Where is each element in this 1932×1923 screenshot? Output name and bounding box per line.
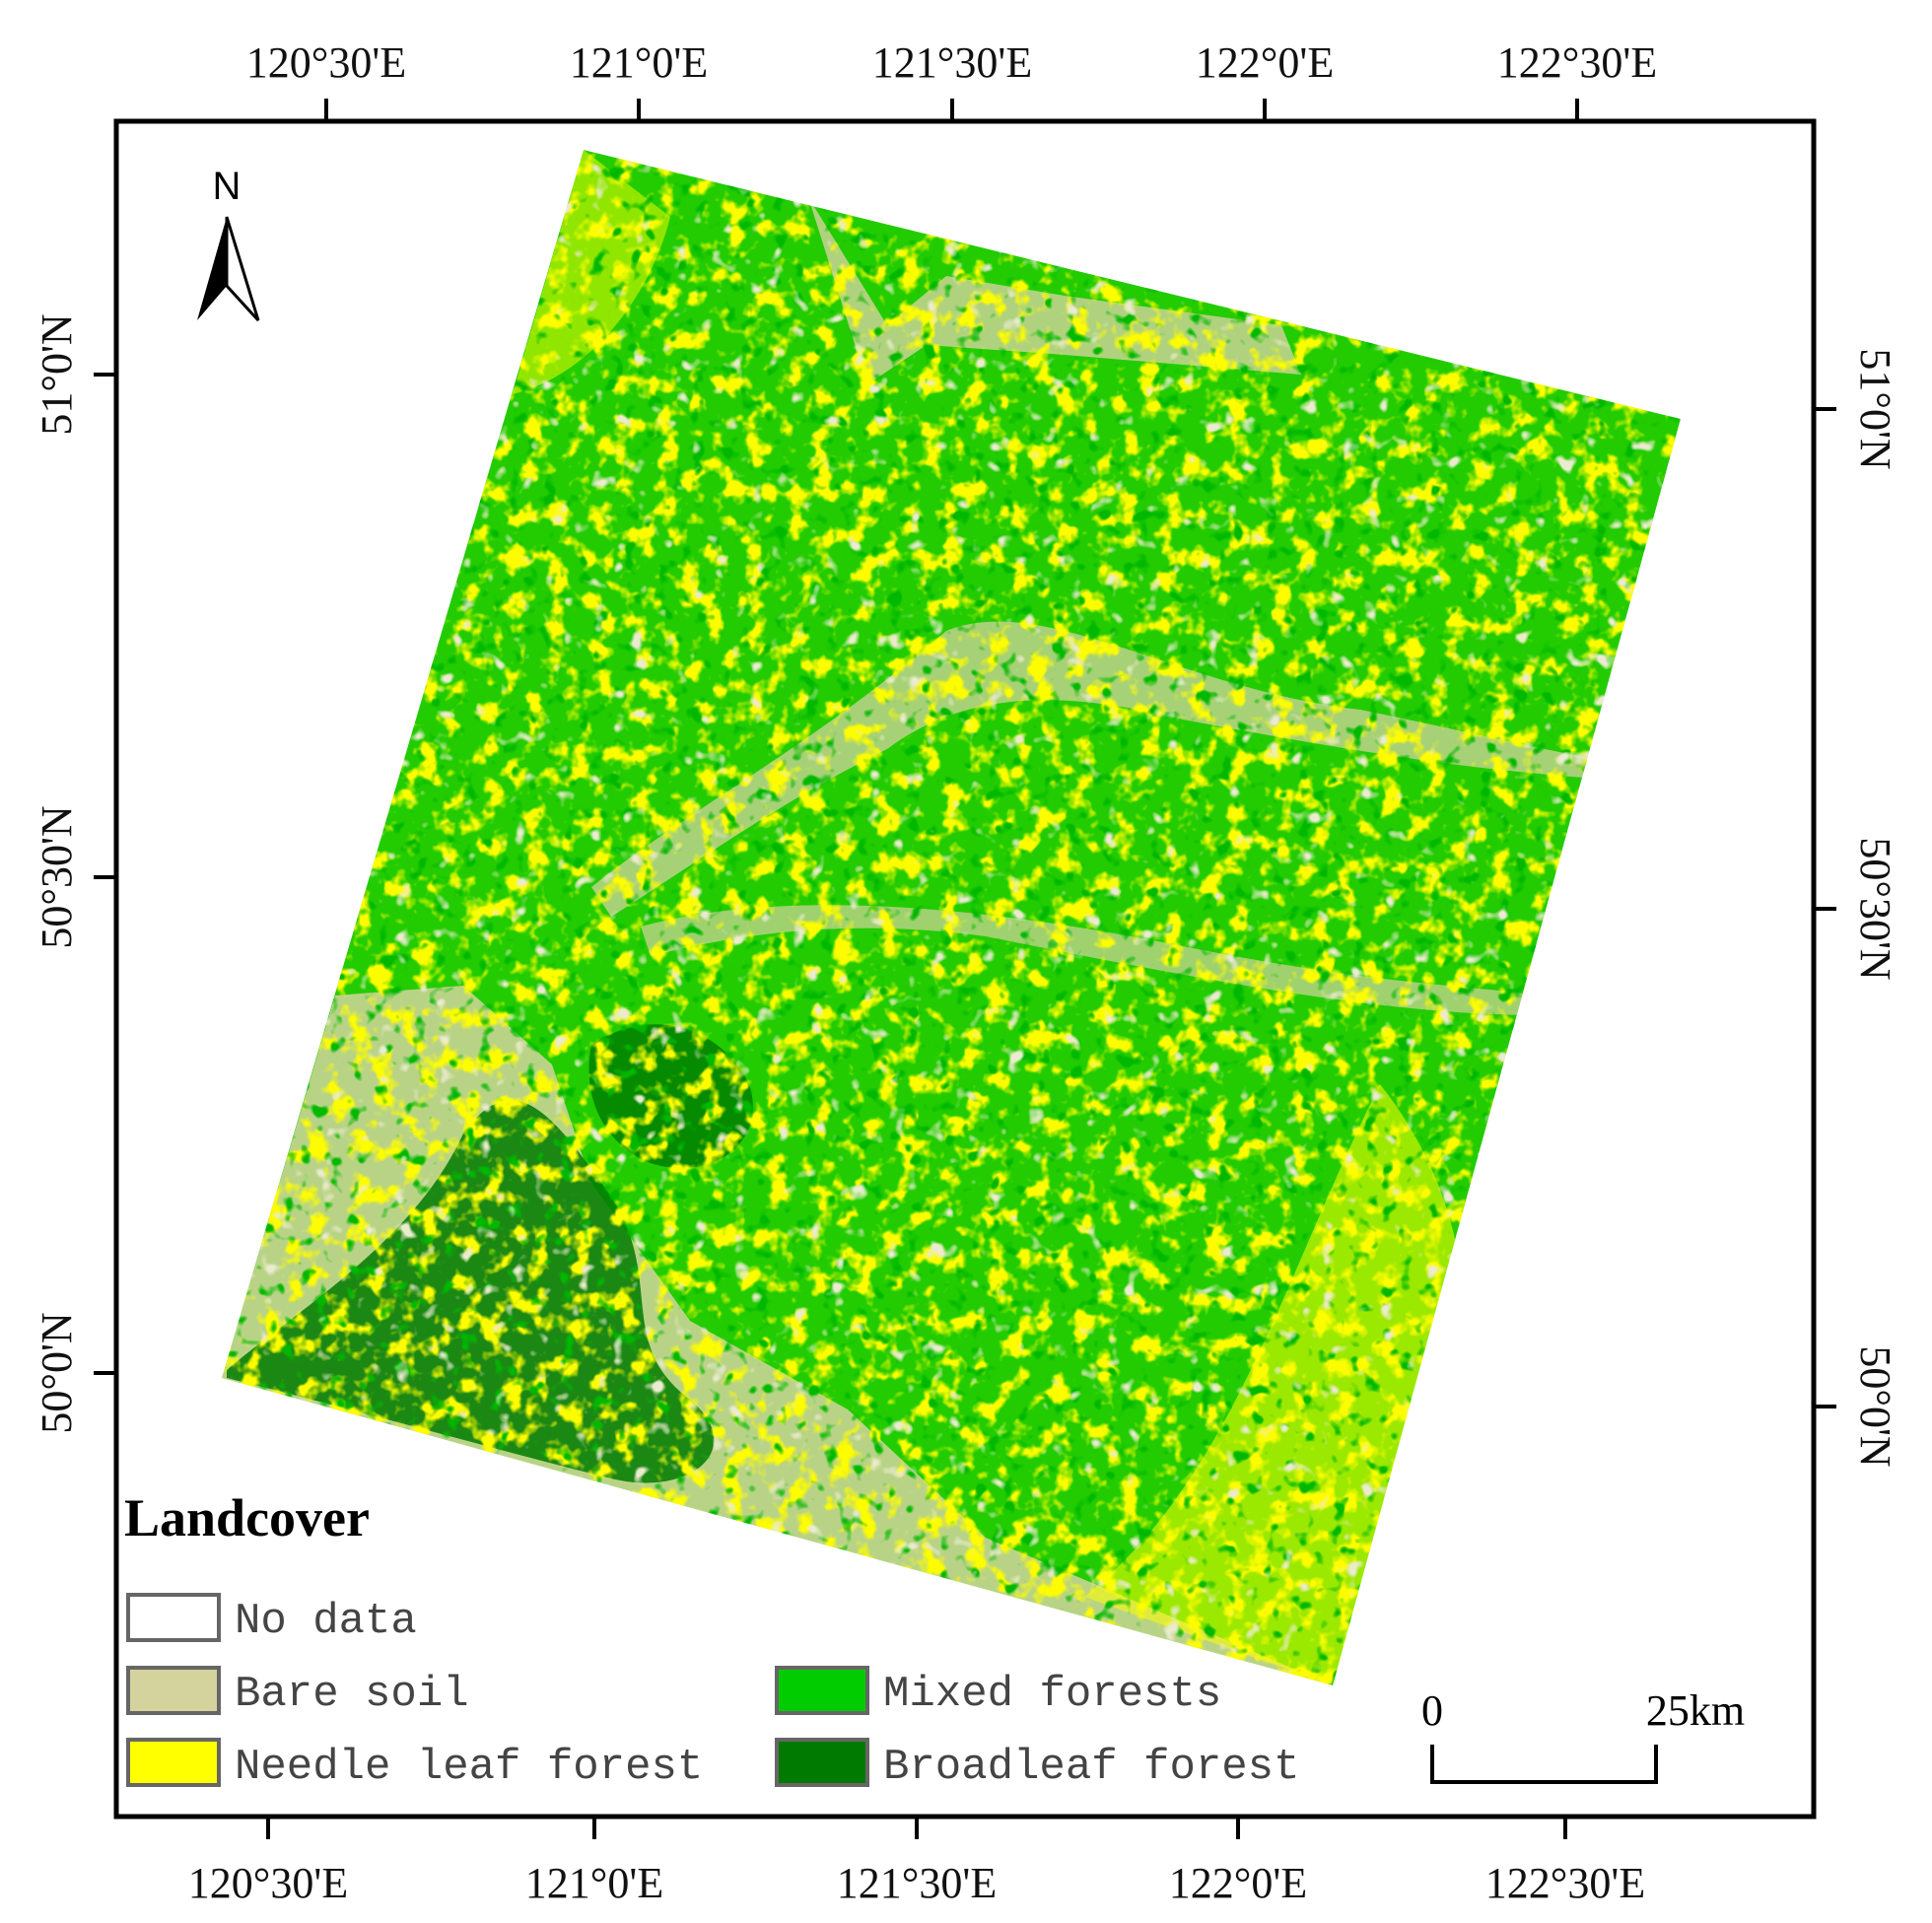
bottom-tick-label: 122°30'E — [1485, 1859, 1645, 1907]
top-tick-label: 122°0'E — [1196, 38, 1334, 87]
legend-label-broadleaf: Broadleaf forest — [883, 1743, 1299, 1792]
legend-title: Landcover — [124, 1488, 370, 1547]
right-axis-labels: 51°0'N 50°30'N 50°0'N — [1851, 348, 1899, 1467]
bottom-tick-label: 121°0'E — [525, 1859, 663, 1907]
right-tick-label: 51°0'N — [1851, 348, 1899, 469]
left-tick-label: 50°30'N — [33, 805, 81, 948]
left-tick-label: 51°0'N — [33, 313, 81, 435]
legend-swatch-bare-soil — [126, 1666, 221, 1715]
legend-label-no-data: No data — [235, 1597, 417, 1646]
scale-bar: 0 25km — [1421, 1686, 1745, 1784]
top-tick-label: 122°30'E — [1497, 38, 1657, 87]
legend-label-bare-soil: Bare soil — [235, 1670, 469, 1719]
scale-bar-end: 25km — [1646, 1686, 1745, 1735]
scale-bar-start: 0 — [1421, 1686, 1443, 1735]
legend-label-needle-leaf: Needle leaf forest — [235, 1743, 703, 1792]
legend-swatch-no-data — [126, 1593, 221, 1642]
bottom-tick-label: 120°30'E — [188, 1859, 348, 1907]
top-tick-label: 120°30'E — [246, 38, 406, 87]
bottom-tick-label: 121°30'E — [837, 1859, 997, 1907]
bottom-tick-label: 122°0'E — [1169, 1859, 1307, 1907]
north-label: N — [213, 165, 242, 208]
legend-swatch-needle-leaf — [126, 1738, 221, 1787]
bottom-axis-labels: 120°30'E 121°0'E 121°30'E 122°0'E 122°30… — [188, 1859, 1645, 1907]
graticule-ticks — [94, 99, 1836, 1839]
left-axis-labels: 51°0'N 50°30'N 50°0'N — [33, 313, 81, 1433]
legend-label-mixed-forests: Mixed forests — [883, 1670, 1221, 1719]
top-tick-label: 121°30'E — [872, 38, 1032, 87]
top-axis-labels: 120°30'E 121°0'E 121°30'E 122°0'E 122°30… — [246, 38, 1657, 87]
left-tick-label: 50°0'N — [33, 1312, 81, 1433]
legend-swatch-broadleaf — [775, 1738, 869, 1787]
top-tick-label: 121°0'E — [570, 38, 708, 87]
right-tick-label: 50°0'N — [1851, 1345, 1899, 1467]
right-tick-label: 50°30'N — [1851, 837, 1899, 980]
north-arrow-icon: N — [197, 165, 260, 322]
legend: Landcover No data Bare soil Needle leaf … — [124, 1488, 1299, 1792]
legend-swatch-mixed-forests — [775, 1666, 869, 1715]
